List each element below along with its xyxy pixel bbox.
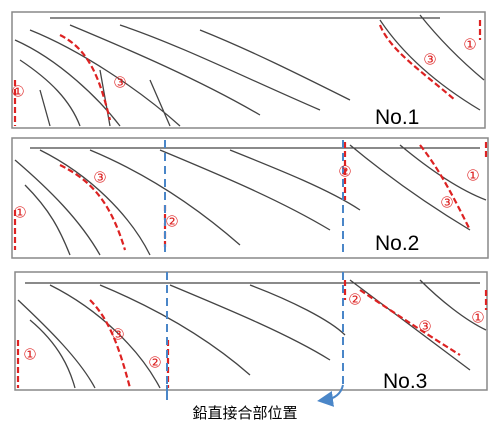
marker: ① (463, 36, 476, 54)
caption: 鉛直接合部位置 (192, 404, 297, 422)
marker: ② (348, 291, 361, 309)
panel-label: No.2 (375, 232, 419, 255)
panel-1: ① ③ ③ ① No.1 (11, 12, 485, 129)
marker: ② (338, 163, 351, 181)
panel-2: ① ③ ② ② ① ③ No.2 (12, 138, 488, 258)
marker: ① (471, 309, 484, 327)
crack-diagram: ① ③ ③ ① No.1 ① ③ ② ② ① ③ No.2 ① ③ ② ② ③ … (0, 0, 491, 426)
marker: ① (13, 204, 26, 222)
joint-line (165, 140, 343, 255)
panel-label: No.1 (375, 106, 419, 129)
marker: ③ (111, 326, 124, 344)
marker: ③ (440, 194, 453, 212)
panel-3: ① ③ ② ② ③ ① No.3 (15, 272, 487, 393)
marker: ③ (423, 51, 436, 69)
marker: ② (148, 354, 161, 372)
marker: ① (23, 346, 36, 364)
marker: ② (165, 213, 178, 231)
marker: ① (466, 167, 479, 185)
arrow (167, 385, 343, 400)
marker: ③ (113, 74, 126, 92)
marker: ③ (418, 318, 431, 336)
joint-line (167, 272, 343, 385)
panel-label: No.3 (383, 370, 427, 393)
marker: ③ (93, 169, 106, 187)
marker: ① (11, 83, 24, 101)
